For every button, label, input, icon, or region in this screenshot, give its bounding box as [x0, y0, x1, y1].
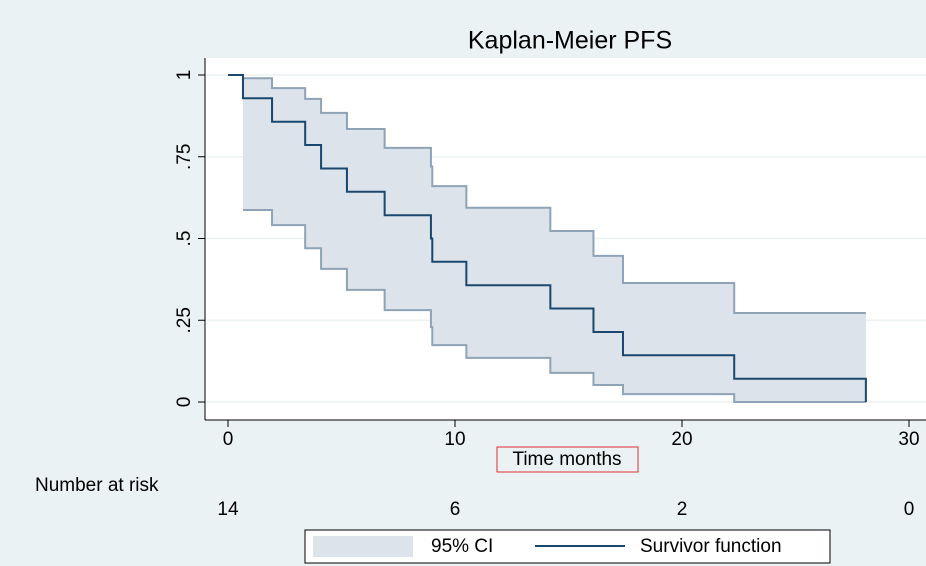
x-tick-label: 0 — [223, 429, 234, 450]
risk-count: 2 — [677, 499, 688, 520]
legend-swatch — [313, 536, 413, 557]
y-tick-label: .25 — [174, 307, 195, 333]
legend-label: 95% CI — [431, 536, 493, 557]
x-axis-label: Time months — [512, 449, 621, 470]
ci-band — [242, 78, 866, 403]
x-tick-label: 10 — [444, 429, 465, 450]
x-tick-label: 20 — [671, 429, 692, 450]
y-tick-label: .5 — [174, 231, 195, 247]
risk-label: Number at risk — [35, 475, 159, 496]
risk-count: 14 — [217, 499, 239, 520]
ci-upper — [242, 77, 866, 315]
ci-lower — [242, 209, 866, 403]
x-label-box — [496, 446, 639, 473]
risk-count: 0 — [904, 499, 915, 520]
legend-label: Survivor function — [640, 536, 782, 557]
y-tick-label: 0 — [174, 397, 195, 408]
survivor-line — [228, 74, 867, 402]
risk-count: 6 — [450, 499, 461, 520]
chart-title: Kaplan-Meier PFS — [468, 27, 672, 55]
x-tick-label: 30 — [898, 429, 919, 450]
y-tick-label: .75 — [174, 144, 195, 170]
y-tick-label: 1 — [174, 70, 195, 81]
